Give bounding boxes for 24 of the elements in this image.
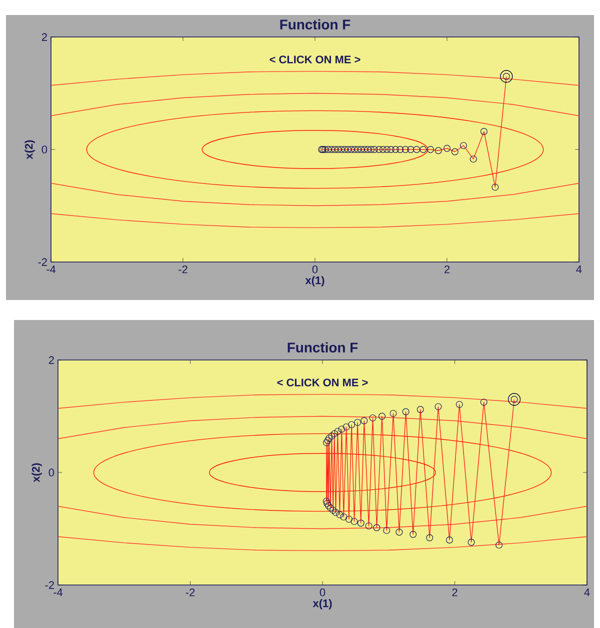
y-tick-label: 2	[48, 356, 54, 364]
x-tick-label: -4	[46, 266, 56, 274]
x-tick-label: -2	[178, 266, 188, 274]
x-axis-title: x(1)	[312, 599, 332, 610]
x-tick-label: 2	[452, 588, 458, 596]
x-tick-label: 0	[320, 588, 326, 596]
y-tick-label: 0	[42, 146, 48, 154]
annotation: < CLICK ON ME >	[270, 56, 360, 64]
chart-title: Function F	[280, 19, 350, 30]
y-axis-title: x(2)	[32, 463, 42, 482]
x-axis-title: x(1)	[305, 276, 324, 286]
y-tick-label: 0	[48, 468, 54, 476]
y-tick-label: -2	[45, 581, 54, 589]
y-tick-label: 2	[42, 33, 47, 41]
x-tick-label: 0	[312, 266, 318, 274]
y-axis-title: x(2)	[24, 140, 35, 160]
chart-title: Function F	[288, 342, 358, 352]
x-tick-label: 2	[444, 266, 450, 274]
x-tick-label: 4	[576, 266, 582, 274]
annotation: < CLICK ON ME >	[277, 378, 368, 386]
x-tick-label: 4	[584, 588, 590, 596]
x-tick-label: -2	[186, 588, 195, 596]
y-tick-label: -2	[38, 258, 47, 266]
x-tick-label: -4	[54, 588, 63, 596]
